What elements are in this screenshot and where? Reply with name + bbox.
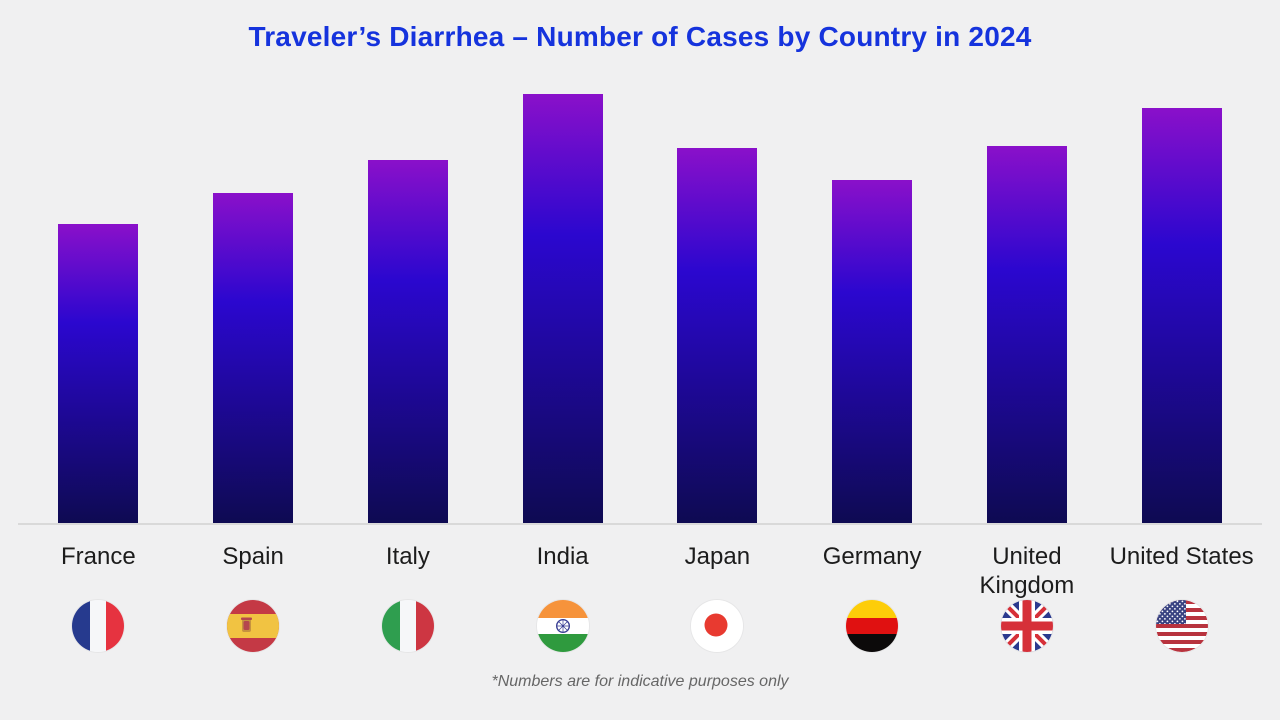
bar-japan	[677, 148, 758, 523]
plot-area	[21, 82, 1259, 523]
bar-column-united-kingdom	[950, 82, 1105, 523]
united-states-flag-icon	[1155, 600, 1208, 652]
flags-row	[21, 600, 1259, 654]
bar-chart: France Spain Italy India Japan Germany U…	[18, 82, 1262, 654]
united-kingdom-flag-icon	[1000, 600, 1053, 652]
chart-title: Traveler’s Diarrhea – Number of Cases by…	[248, 21, 1032, 52]
bar-united-states	[1141, 108, 1222, 523]
bar-column-spain	[176, 82, 331, 523]
bar-column-united-states	[1104, 82, 1259, 523]
x-label-italy: Italy	[385, 543, 430, 570]
bar-column-japan	[640, 82, 795, 523]
x-label-united-kingdom: United Kingdom	[979, 543, 1075, 599]
bar-germany	[832, 180, 913, 523]
x-label-japan: Japan	[684, 543, 751, 570]
bar-spain	[213, 193, 294, 523]
x-label-spain: Spain	[222, 543, 284, 570]
x-label-germany: Germany	[822, 543, 922, 570]
x-label-united-states: United States	[1109, 543, 1254, 570]
bar-column-france	[21, 82, 176, 523]
bar-column-india	[485, 82, 640, 523]
germany-flag-icon	[846, 600, 899, 652]
france-flag-icon	[72, 600, 125, 652]
x-label-india: India	[536, 543, 589, 570]
india-flag-icon	[536, 600, 589, 652]
bar-france	[58, 224, 139, 523]
bar-column-germany	[795, 82, 950, 523]
x-label-france: France	[61, 543, 136, 570]
bar-column-italy	[331, 82, 486, 523]
bar-united-kingdom	[986, 146, 1067, 523]
italy-flag-icon	[381, 600, 434, 652]
footnote: *Numbers are for indicative purposes onl…	[491, 673, 789, 690]
x-axis-labels: France Spain Italy India Japan Germany U…	[21, 525, 1259, 600]
bar-italy	[367, 160, 448, 523]
japan-flag-icon	[691, 600, 744, 652]
spain-flag-icon	[227, 600, 280, 652]
bar-india	[522, 94, 603, 523]
x-axis-line	[18, 523, 1262, 525]
